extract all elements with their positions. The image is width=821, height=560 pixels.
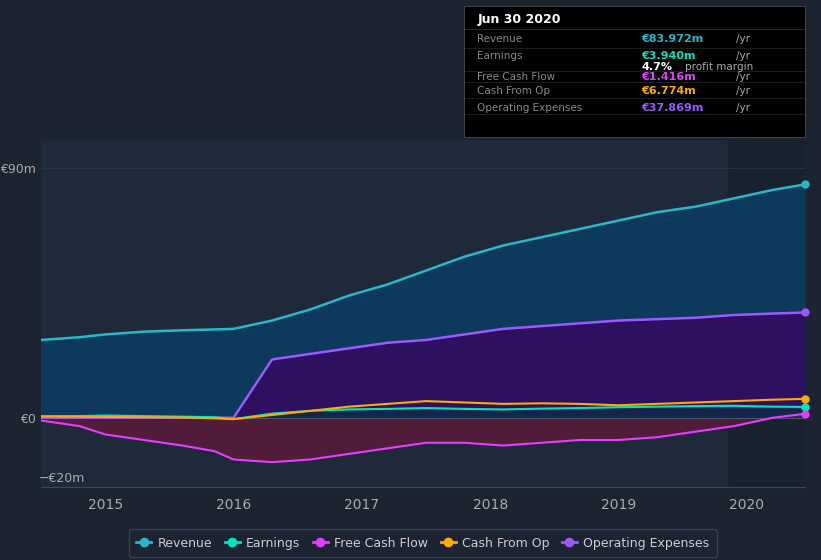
Text: Revenue: Revenue bbox=[478, 34, 523, 44]
Text: €6.774m: €6.774m bbox=[641, 86, 695, 96]
Text: profit margin: profit margin bbox=[686, 63, 754, 72]
Point bbox=[798, 394, 811, 403]
Point bbox=[798, 409, 811, 418]
Text: Jun 30 2020: Jun 30 2020 bbox=[478, 13, 561, 26]
Text: €83.972m: €83.972m bbox=[641, 34, 704, 44]
Point bbox=[798, 180, 811, 189]
Legend: Revenue, Earnings, Free Cash Flow, Cash From Op, Operating Expenses: Revenue, Earnings, Free Cash Flow, Cash … bbox=[129, 529, 717, 557]
Text: Free Cash Flow: Free Cash Flow bbox=[478, 72, 556, 82]
Text: /yr: /yr bbox=[736, 34, 750, 44]
Bar bbox=[727, 140, 818, 487]
Text: €1.416m: €1.416m bbox=[641, 72, 695, 82]
Text: Cash From Op: Cash From Op bbox=[478, 86, 551, 96]
Text: Operating Expenses: Operating Expenses bbox=[478, 103, 583, 113]
Text: €3.940m: €3.940m bbox=[641, 50, 695, 60]
Point bbox=[798, 308, 811, 317]
Text: /yr: /yr bbox=[736, 50, 750, 60]
Text: /yr: /yr bbox=[736, 72, 750, 82]
Text: 4.7%: 4.7% bbox=[641, 63, 672, 72]
Text: /yr: /yr bbox=[736, 86, 750, 96]
Text: −€20m: −€20m bbox=[39, 473, 85, 486]
Text: €37.869m: €37.869m bbox=[641, 103, 704, 113]
Point bbox=[798, 403, 811, 412]
Text: Earnings: Earnings bbox=[478, 50, 523, 60]
Text: /yr: /yr bbox=[736, 103, 750, 113]
